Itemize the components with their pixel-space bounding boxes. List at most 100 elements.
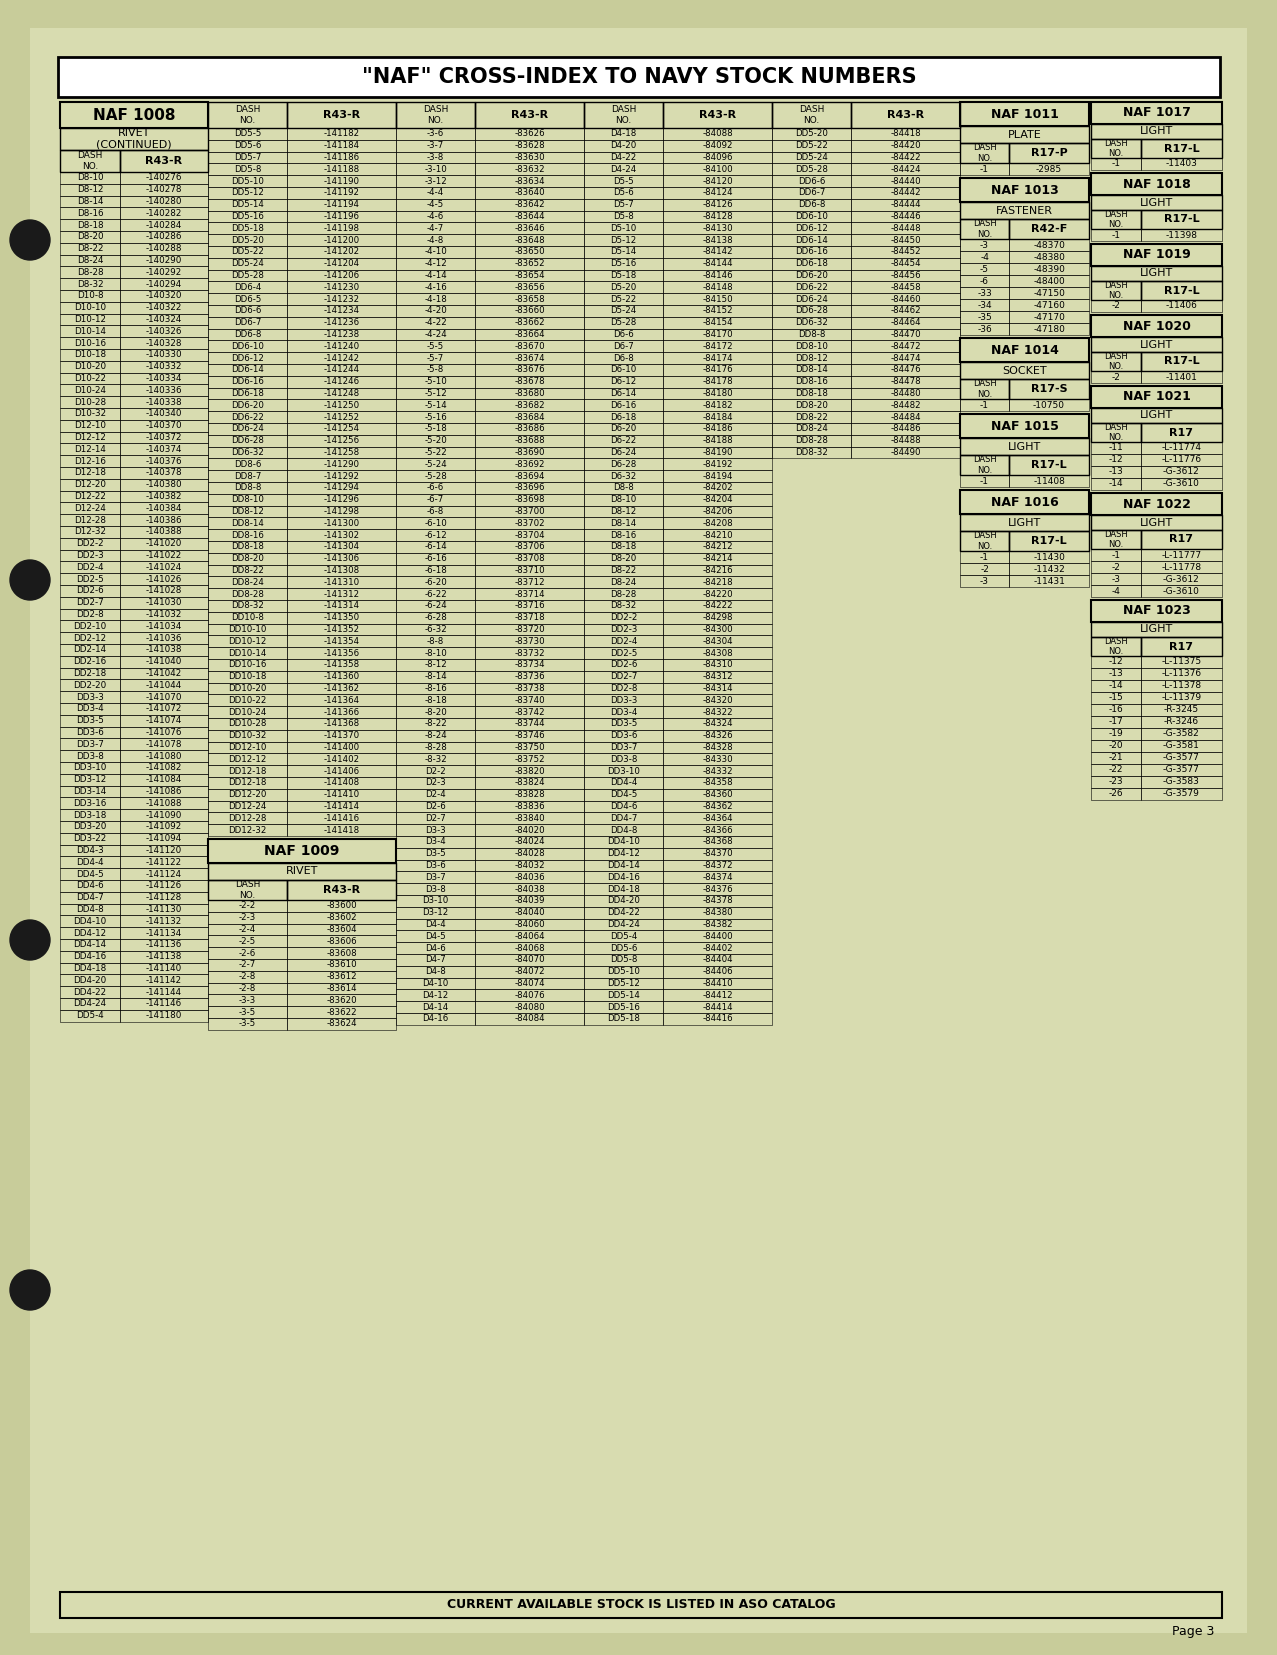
Text: D8-22: D8-22 — [610, 566, 637, 574]
Text: D6-22: D6-22 — [610, 437, 637, 445]
Bar — [120, 313, 208, 326]
Bar — [663, 410, 773, 424]
Text: -140340: -140340 — [146, 409, 183, 419]
Bar — [60, 372, 120, 384]
Bar — [60, 384, 120, 396]
Bar — [663, 553, 773, 564]
Bar — [396, 353, 475, 364]
Text: -6-14: -6-14 — [424, 543, 447, 551]
Bar — [287, 636, 396, 647]
Text: DD5-5: DD5-5 — [234, 129, 262, 139]
Bar — [773, 199, 850, 210]
Text: DASH
NO.: DASH NO. — [1105, 637, 1128, 655]
Text: -83652: -83652 — [515, 260, 545, 268]
Text: DD3-18: DD3-18 — [73, 811, 107, 819]
Bar — [663, 447, 773, 458]
Bar — [584, 872, 663, 884]
Bar — [475, 258, 584, 270]
Text: DD3-4: DD3-4 — [77, 705, 103, 713]
Bar — [663, 152, 773, 164]
Text: -141408: -141408 — [323, 778, 360, 788]
Text: DD6-10: DD6-10 — [796, 212, 827, 222]
Text: -4: -4 — [979, 253, 988, 261]
Bar — [1091, 157, 1140, 170]
Bar — [120, 467, 208, 478]
Bar — [584, 813, 663, 824]
Text: -140370: -140370 — [146, 422, 183, 430]
Bar — [120, 938, 208, 952]
Bar — [1140, 549, 1222, 561]
Bar — [773, 399, 850, 410]
Bar — [287, 270, 396, 281]
Text: -141202: -141202 — [323, 247, 360, 257]
Text: D2-7: D2-7 — [425, 814, 446, 823]
Bar — [287, 364, 396, 376]
Text: -G-3610: -G-3610 — [1163, 586, 1200, 596]
Text: -4-18: -4-18 — [424, 295, 447, 303]
Text: -4-6: -4-6 — [427, 212, 444, 222]
Bar — [208, 789, 287, 801]
Text: -8-24: -8-24 — [424, 732, 447, 740]
Bar — [287, 341, 396, 353]
Text: DD5-14: DD5-14 — [607, 991, 640, 1000]
Bar — [584, 967, 663, 978]
Text: -141190: -141190 — [323, 177, 360, 185]
Text: DD4-24: DD4-24 — [74, 1000, 106, 1008]
Bar — [475, 682, 584, 695]
Bar — [208, 730, 287, 741]
Bar — [584, 164, 663, 175]
Text: D8-20: D8-20 — [77, 232, 103, 242]
Bar — [1091, 637, 1140, 655]
Bar — [396, 836, 475, 847]
Bar — [584, 707, 663, 718]
Bar — [120, 172, 208, 184]
Bar — [287, 695, 396, 707]
Text: -83720: -83720 — [515, 626, 545, 634]
Bar — [60, 998, 120, 1010]
Bar — [773, 316, 850, 329]
Bar — [475, 884, 584, 895]
Text: DD2-4: DD2-4 — [610, 637, 637, 645]
Bar — [1091, 210, 1140, 228]
Text: -83632: -83632 — [515, 166, 545, 174]
Text: D5-22: D5-22 — [610, 295, 637, 303]
Bar — [60, 892, 120, 904]
Text: DD5-24: DD5-24 — [231, 260, 264, 268]
Bar — [120, 775, 208, 786]
Text: DD6-32: DD6-32 — [796, 318, 827, 328]
Bar — [60, 420, 120, 432]
Text: -4-16: -4-16 — [424, 283, 447, 291]
Text: -84304: -84304 — [702, 637, 733, 645]
Bar — [287, 541, 396, 553]
Bar — [475, 447, 584, 458]
Text: -84312: -84312 — [702, 672, 733, 682]
Text: R43-R: R43-R — [511, 109, 548, 121]
Text: -84418: -84418 — [890, 129, 921, 139]
Bar — [208, 187, 287, 199]
Text: -141124: -141124 — [146, 869, 183, 879]
Text: -G-3612: -G-3612 — [1163, 574, 1200, 584]
Bar — [1091, 717, 1140, 728]
Bar — [287, 765, 396, 776]
Text: -83688: -83688 — [515, 437, 545, 445]
Bar — [850, 305, 960, 316]
Text: DD4-5: DD4-5 — [77, 869, 103, 879]
Bar — [396, 222, 475, 235]
Text: -84072: -84072 — [515, 967, 545, 976]
Bar — [120, 786, 208, 798]
Text: D3-3: D3-3 — [425, 826, 446, 834]
Text: DD6-5: DD6-5 — [234, 295, 262, 303]
Bar — [120, 715, 208, 727]
Bar — [475, 907, 584, 919]
Text: R17-L: R17-L — [1163, 356, 1199, 366]
Text: -84084: -84084 — [515, 1015, 545, 1023]
Bar — [120, 975, 208, 986]
Text: DD2-18: DD2-18 — [73, 669, 106, 679]
Bar — [773, 164, 850, 175]
Bar — [475, 152, 584, 164]
Text: -12: -12 — [1108, 455, 1124, 465]
Bar — [287, 707, 396, 718]
Text: DD4-3: DD4-3 — [77, 846, 103, 856]
Text: -L-11776: -L-11776 — [1161, 455, 1202, 465]
Bar — [663, 624, 773, 636]
